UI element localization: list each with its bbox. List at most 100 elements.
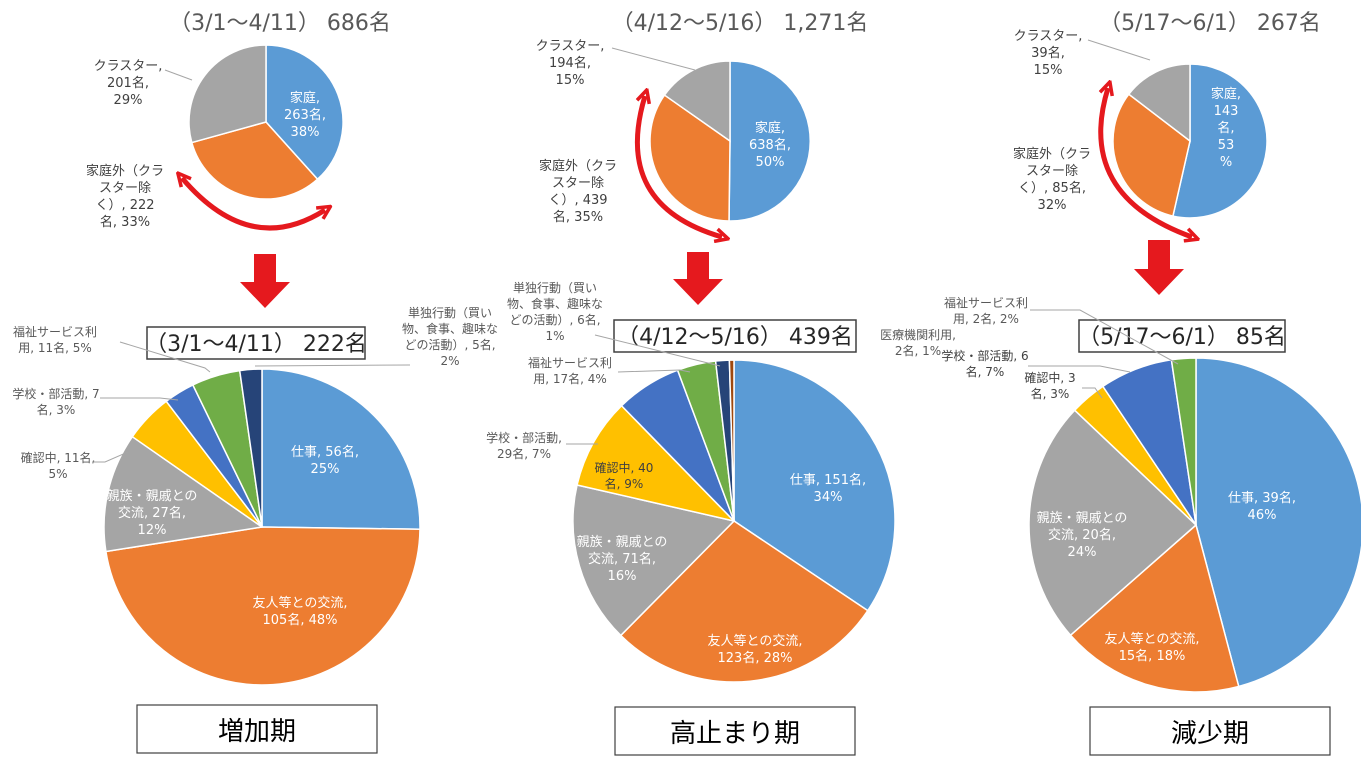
label-fukushi: 福祉サービス利 bbox=[528, 355, 612, 370]
label-kateigai-2: スター除 bbox=[99, 181, 151, 196]
label-tandoku-3: どの活動）, 6名, bbox=[509, 312, 600, 327]
label-kakunin: 確認中, 40 bbox=[595, 460, 654, 475]
bottom-pie-1-title-box bbox=[146, 326, 366, 360]
label-tandoku-pct: 1% bbox=[545, 329, 564, 343]
svg-text:親族・親戚との交流, 71名,16%: 親族・親戚との交流, 71名, 16% bbox=[577, 534, 668, 584]
label-yujin: 友人等との交流, bbox=[252, 595, 347, 611]
label-tandoku-2: 物、食事、趣味な bbox=[402, 321, 498, 336]
leader-line bbox=[1028, 365, 1131, 373]
svg-text:クラスター,194名,15%: クラスター, 194名, 15% bbox=[536, 39, 605, 88]
bottom-pie-3-title: （5/17～6/1） 85名 bbox=[1078, 325, 1286, 350]
label-gakko-pct: 名, 7% bbox=[966, 364, 1005, 379]
top-pie-2-labels: 家庭, 638名, 50% クラスター, 194名, 15% 家庭外（クラスター除く）,… bbox=[536, 39, 791, 225]
label-yujin-count: 123名, 28% bbox=[718, 650, 793, 666]
label-kateigai-2: スター除 bbox=[552, 176, 604, 191]
curved-arrow-3 bbox=[1098, 88, 1192, 237]
svg-text:仕事, 151名,34%: 仕事, 151名, 34% bbox=[790, 472, 866, 505]
label-shinzoku-pct: 16% bbox=[608, 569, 637, 584]
label-shinzoku-pct: 12% bbox=[138, 523, 167, 538]
label-tandoku: 単独行動（買い bbox=[408, 306, 492, 320]
label-shinzoku: 親族・親戚との bbox=[577, 534, 668, 550]
pie-slice-3 bbox=[572, 484, 736, 637]
svg-text:クラスター,39名,15%: クラスター, 39名, 15% bbox=[1014, 29, 1083, 78]
label-shigoto-pct: 34% bbox=[814, 490, 843, 505]
bottom-pie-3-title-box bbox=[1078, 319, 1286, 353]
label-cluster-count: 201名, bbox=[107, 75, 149, 91]
label-kateigai-3: く）, 85名, bbox=[1018, 180, 1086, 196]
label-kakunin-pct: 5% bbox=[48, 467, 67, 481]
label-katei: 家庭, bbox=[1211, 86, 1241, 102]
svg-text:友人等との交流,123名, 28%: 友人等との交流, 123名, 28% bbox=[707, 633, 802, 666]
bottom-pie-3 bbox=[1028, 357, 1361, 693]
bottom-pie-1 bbox=[103, 368, 421, 686]
pie-slice-1 bbox=[261, 368, 421, 531]
label-yujin-count: 15名, 18% bbox=[1119, 648, 1186, 664]
pie-slice-3 bbox=[103, 435, 264, 553]
pie-slice-2 bbox=[105, 526, 421, 686]
svg-text:確認中, 40名, 9%: 確認中, 40 名, 9% bbox=[595, 460, 654, 491]
period-box-2 bbox=[614, 706, 856, 756]
pie-slice-1 bbox=[265, 44, 344, 181]
label-kateigai: 家庭外（クラ bbox=[86, 163, 164, 179]
leader-line bbox=[1087, 39, 1151, 61]
pie-slice-8 bbox=[728, 359, 735, 522]
svg-text:学校・部活動,29名, 7%: 学校・部活動, 29名, 7% bbox=[486, 430, 562, 461]
svg-text:単独行動（買い物、食事、趣味などの活動）, 6名,1%: 単独行動（買い物、食事、趣味などの活動）, 6名, 1% bbox=[507, 281, 603, 343]
label-tandoku-3: どの活動）, 5名, bbox=[404, 337, 495, 352]
label-kateigai: 家庭外（クラ bbox=[1013, 146, 1091, 162]
label-fukushi: 福祉サービス利 bbox=[13, 324, 97, 339]
svg-text:親族・親戚との交流, 27名,12%: 親族・親戚との交流, 27名, 12% bbox=[107, 488, 198, 538]
down-arrow-2 bbox=[673, 252, 723, 305]
top-pie-2-title: （4/12～5/16） 1,271名 bbox=[612, 11, 869, 36]
label-shinzoku-pct: 24% bbox=[1068, 545, 1097, 560]
leader-line bbox=[164, 69, 193, 81]
bottom-pie-3-labels: 仕事, 39名, 46% 友人等との交流, 15名, 18% 親族・親戚との交流, … bbox=[941, 295, 1296, 664]
svg-text:学校・部活動, 6名, 7%: 学校・部活動, 6 名, 7% bbox=[941, 348, 1028, 379]
leader-line bbox=[1030, 309, 1179, 365]
label-shigoto: 仕事, 56名, bbox=[291, 444, 359, 460]
svg-text:家庭,263名,38%: 家庭, 263名, 38% bbox=[284, 90, 326, 140]
label-katei-pct: 38% bbox=[291, 125, 320, 140]
leader-line bbox=[594, 334, 721, 367]
label-yujin: 友人等との交流, bbox=[707, 633, 802, 649]
label-fukushi-pct: 用, 2名, 2% bbox=[953, 311, 1019, 326]
label-shinzoku: 親族・親戚との bbox=[107, 488, 198, 504]
svg-text:仕事, 56名,25%: 仕事, 56名, 25% bbox=[291, 444, 359, 477]
label-katei-unit: 名, bbox=[1217, 120, 1234, 136]
period-box-3 bbox=[1089, 706, 1331, 756]
label-fukushi-pct: 用, 17名, 4% bbox=[533, 371, 607, 386]
bottom-pie-1-title: （3/1～4/11） 222名 bbox=[145, 332, 367, 357]
leader-line bbox=[100, 397, 179, 401]
svg-text:学校・部活動, 7名, 3%: 学校・部活動, 7 名, 3% bbox=[12, 386, 99, 417]
svg-text:友人等との交流,15名, 18%: 友人等との交流, 15名, 18% bbox=[1104, 631, 1199, 664]
label-katei-pct-sign: % bbox=[1220, 155, 1232, 170]
label-yujin-count: 105名, 48% bbox=[263, 612, 338, 628]
svg-text:福祉サービス利用, 11名, 5%: 福祉サービス利用, 11名, 5% bbox=[13, 324, 97, 355]
svg-text:家庭外（クラスター除く）, 222名, 33%: 家庭外（クラスター除く）, 222 名, 33% bbox=[86, 163, 164, 230]
pie-slice-2 bbox=[619, 520, 869, 683]
svg-text:医療機関利用,2名, 1%: 医療機関利用, 2名, 1% bbox=[880, 327, 956, 358]
period-box-1 bbox=[136, 704, 378, 754]
label-shigoto-pct: 46% bbox=[1248, 508, 1277, 523]
pie-slice-3 bbox=[1028, 409, 1198, 637]
period-label-3: 減少期 bbox=[1171, 719, 1249, 749]
label-cluster-count: 194名, bbox=[549, 55, 591, 71]
leader-line bbox=[254, 364, 411, 367]
pie-slice-2 bbox=[1069, 523, 1240, 693]
pie-slice-7 bbox=[238, 368, 263, 528]
leader-line bbox=[611, 47, 696, 71]
label-kateigai-4: 32% bbox=[1038, 198, 1067, 213]
label-gakko-pct: 29名, 7% bbox=[497, 446, 551, 461]
label-katei: 家庭, bbox=[290, 90, 320, 106]
bottom-pie-1-labels: 仕事, 56名, 25% 友人等との交流, 105名, 48% 親族・親戚との交流,… bbox=[12, 306, 498, 628]
svg-text:家庭外（クラスター除く）, 439名, 35%: 家庭外（クラスター除く）, 439 名, 35% bbox=[539, 158, 617, 225]
label-cluster-pct: 15% bbox=[1034, 63, 1063, 78]
label-gakko-pct: 名, 3% bbox=[37, 402, 76, 417]
label-kateigai-4: 名, 33% bbox=[100, 214, 150, 230]
label-fukushi: 福祉サービス利 bbox=[944, 295, 1028, 310]
svg-text:確認中, 11名,5%: 確認中, 11名, 5% bbox=[21, 450, 96, 481]
label-tandoku-2: 物、食事、趣味な bbox=[507, 296, 603, 311]
svg-text:確認中, 3名, 3%: 確認中, 3 名, 3% bbox=[1024, 370, 1075, 401]
